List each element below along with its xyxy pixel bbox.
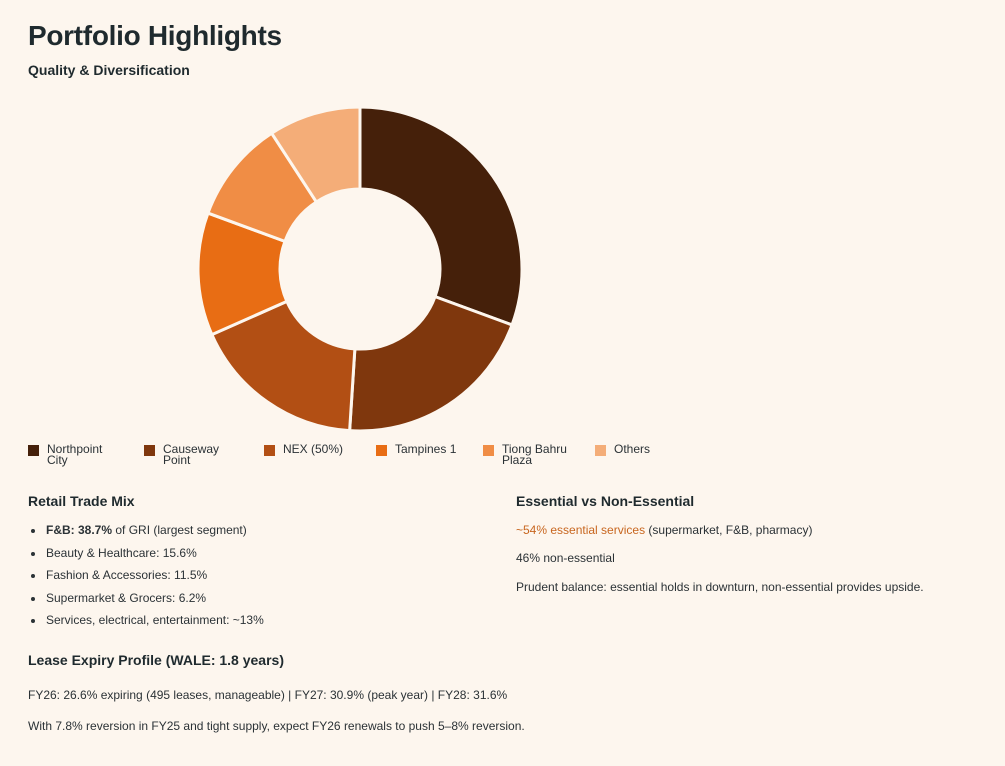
- list-item: Services, electrical, entertainment: ~13…: [28, 612, 264, 635]
- donut-slice-northpoint-city[interactable]: [358, 105, 524, 327]
- balance-note: Prudent balance: essential holds in down…: [516, 580, 924, 594]
- essential-share-line: ~54% essential services (supermarket, F&…: [516, 523, 813, 537]
- donut-slice-causeway-point[interactable]: [348, 294, 514, 433]
- legend-swatch: [264, 445, 275, 456]
- legend-item-northpoint-city[interactable]: Northpoint City: [28, 442, 144, 466]
- lease-expiry-line: FY26: 26.6% expiring (495 leases, manage…: [28, 688, 508, 702]
- legend-item-nex[interactable]: NEX (50%): [264, 442, 376, 466]
- legend-swatch: [595, 445, 606, 456]
- legend-item-tampines-1[interactable]: Tampines 1: [376, 442, 483, 466]
- trade-mix-list: F&B: 38.7% of GRI (largest segment) Beau…: [28, 522, 264, 635]
- essential-share-highlight: ~54% essential services: [516, 523, 646, 537]
- donut-slice-nex-50[interactable]: [209, 299, 357, 433]
- donut-slice-others[interactable]: [269, 105, 362, 205]
- legend-swatch: [376, 445, 387, 456]
- legend-item-causeway-point[interactable]: Causeway Point: [144, 442, 264, 466]
- page-subtitle: Quality & Diversification: [28, 62, 190, 78]
- non-essential-line: 46% non-essential: [516, 551, 615, 565]
- donut-chart: [196, 105, 524, 433]
- legend-label: Northpoint City: [47, 442, 103, 467]
- list-item: Fashion & Accessories: 11.5%: [28, 567, 264, 590]
- chart-legend: Northpoint City Causeway Point NEX (50%) T…: [28, 442, 675, 466]
- lease-expiry-heading: Lease Expiry Profile (WALE: 1.8 years): [28, 652, 284, 668]
- legend-swatch: [483, 445, 494, 456]
- essential-heading: Essential vs Non-Essential: [516, 493, 695, 509]
- legend-item-others[interactable]: Others: [595, 442, 675, 466]
- legend-swatch: [144, 445, 155, 456]
- legend-item-tiong-bahru-plaza[interactable]: Tiong Bahru Plaza: [483, 442, 595, 466]
- legend-label: Causeway Point: [163, 442, 220, 467]
- list-item: Supermarket & Grocers: 6.2%: [28, 590, 264, 613]
- legend-label: NEX (50%): [283, 442, 344, 456]
- list-item: Beauty & Healthcare: 15.6%: [28, 545, 264, 568]
- legend-label: Tiong Bahru Plaza: [502, 442, 567, 467]
- reversion-note: With 7.8% reversion in FY25 and tight su…: [28, 719, 525, 733]
- trade-mix-heading: Retail Trade Mix: [28, 493, 135, 509]
- list-item: F&B: 38.7% of GRI (largest segment): [28, 522, 264, 545]
- legend-label: Tampines 1: [395, 442, 457, 456]
- legend-label: Others: [614, 442, 651, 456]
- legend-swatch: [28, 445, 39, 456]
- page-title: Portfolio Highlights: [28, 20, 282, 51]
